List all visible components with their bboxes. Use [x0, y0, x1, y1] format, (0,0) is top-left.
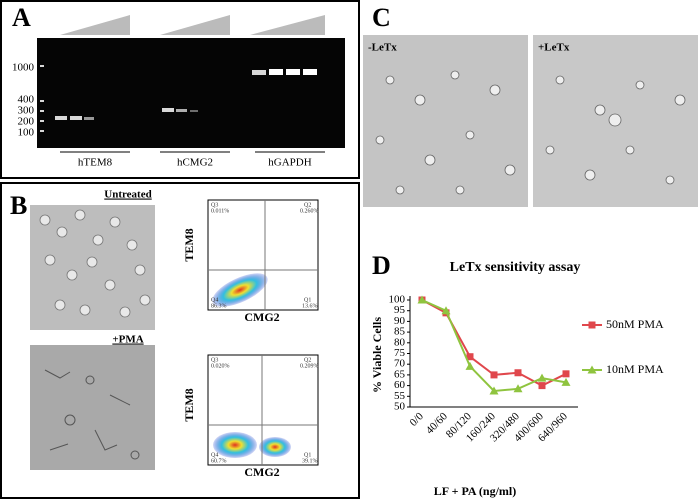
point	[465, 361, 475, 370]
flow-density	[259, 437, 291, 457]
quadrant-value: 0.260%	[300, 208, 319, 214]
y-tick-label: 100	[389, 294, 406, 306]
size-label: 200	[18, 116, 35, 128]
quadrant-value: 0.020%	[211, 363, 230, 369]
y-tick-label: 60	[394, 379, 406, 391]
wedge	[160, 15, 230, 35]
point	[513, 384, 523, 393]
micrograph	[30, 205, 155, 330]
point	[514, 369, 522, 377]
cells	[44, 369, 140, 460]
flow-x-label: CMG2	[244, 310, 279, 324]
flow-plot: TEM8 CMG2 Q3 0.020% Q2 0.209% Q4 60.7% Q…	[182, 354, 319, 479]
y-tick-label: 65	[394, 368, 406, 380]
quadrant-value: 39.1%	[302, 458, 318, 464]
condition-label: +PMA	[112, 334, 143, 346]
point	[537, 373, 547, 382]
flow-y-label: TEM8	[182, 228, 196, 261]
panel-label: D	[372, 251, 391, 280]
panel-label: A	[12, 3, 31, 32]
gel-bands	[40, 65, 317, 132]
quadrant: Q3	[211, 202, 218, 208]
wedge	[60, 15, 130, 35]
quadrant: Q2	[304, 202, 311, 208]
quadrant-value: 0.209%	[300, 363, 319, 369]
quadrant-value: 13.6%	[302, 303, 318, 309]
quadrant-value: 0.011%	[211, 208, 229, 214]
size-label: 100	[18, 127, 35, 139]
point	[441, 306, 451, 315]
quadrant-value: 60.7%	[211, 458, 227, 464]
condition-label: Untreated	[104, 189, 151, 201]
y-tick-label: 95	[394, 304, 406, 316]
y-tick-label: 80	[394, 336, 406, 348]
cells	[375, 70, 686, 195]
point	[588, 321, 596, 329]
lane-label: hGAPDH	[268, 157, 311, 169]
y-tick-label: 55	[394, 390, 406, 402]
flow-density	[213, 432, 257, 458]
point	[587, 365, 597, 374]
quadrant-value: 86.3%	[211, 303, 227, 309]
quadrant: Q1	[304, 452, 311, 458]
wedge	[250, 15, 325, 35]
quadrant: Q2	[304, 357, 311, 363]
legend-label: 10nM PMA	[606, 362, 664, 376]
size-label: 400	[18, 94, 35, 106]
x-tick-label: 0/0	[407, 410, 426, 429]
image-label: +LeTx	[538, 42, 570, 54]
quadrant: Q4	[211, 452, 218, 458]
micrograph	[363, 35, 528, 207]
y-tick-label: 90	[394, 315, 406, 327]
point	[561, 377, 571, 386]
flow-y-label: TEM8	[182, 388, 196, 421]
point	[466, 353, 474, 361]
point	[538, 382, 546, 390]
flow-plot: TEM8 CMG2 Q3 0.011% Q2 0.260% Q4 86.3% Q…	[182, 199, 319, 324]
panel-label: C	[372, 3, 391, 32]
y-tick-label: 70	[394, 358, 406, 370]
legend-label: 50nM PMA	[606, 317, 664, 331]
lane-label: hTEM8	[78, 157, 113, 169]
chart-title: LeTx sensitivity assay	[450, 260, 581, 275]
point	[562, 370, 570, 378]
size-label: 300	[18, 105, 35, 117]
y-tick-label: 85	[394, 326, 406, 338]
panel-label: B	[10, 191, 27, 220]
quadrant: Q4	[211, 297, 218, 303]
point	[489, 386, 499, 395]
point	[417, 295, 427, 304]
y-axis-label: % Viable Cells	[370, 317, 384, 393]
quadrant: Q1	[304, 297, 311, 303]
gel	[37, 38, 345, 148]
lane-label: hCMG2	[177, 157, 213, 169]
cells	[39, 209, 151, 318]
size-label: 1000	[12, 62, 35, 74]
quadrant: Q3	[211, 357, 218, 363]
x-axis-label: LF + PA (ng/ml)	[434, 484, 517, 498]
flow-x-label: CMG2	[244, 465, 279, 479]
image-label: -LeTx	[368, 42, 397, 54]
flow-density	[212, 273, 268, 307]
point	[490, 371, 498, 379]
micrograph	[30, 345, 155, 470]
y-tick-label: 50	[394, 401, 406, 413]
y-tick-label: 75	[394, 347, 406, 359]
